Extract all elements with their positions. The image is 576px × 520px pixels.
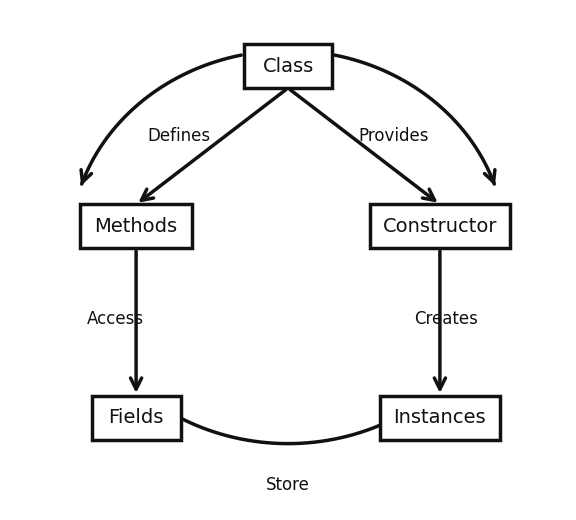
FancyBboxPatch shape (80, 204, 192, 249)
Text: Constructor: Constructor (382, 217, 497, 236)
FancyBboxPatch shape (92, 396, 180, 440)
Text: Creates: Creates (414, 310, 478, 329)
Text: Fields: Fields (108, 408, 164, 427)
FancyBboxPatch shape (244, 44, 332, 88)
Text: Defines: Defines (147, 127, 211, 145)
FancyBboxPatch shape (370, 204, 510, 249)
FancyBboxPatch shape (380, 396, 500, 440)
Text: Store: Store (266, 476, 310, 494)
Text: Methods: Methods (94, 217, 177, 236)
Text: Provides: Provides (358, 127, 429, 145)
Text: Access: Access (88, 310, 145, 329)
Text: Instances: Instances (393, 408, 486, 427)
Text: Class: Class (263, 57, 313, 75)
